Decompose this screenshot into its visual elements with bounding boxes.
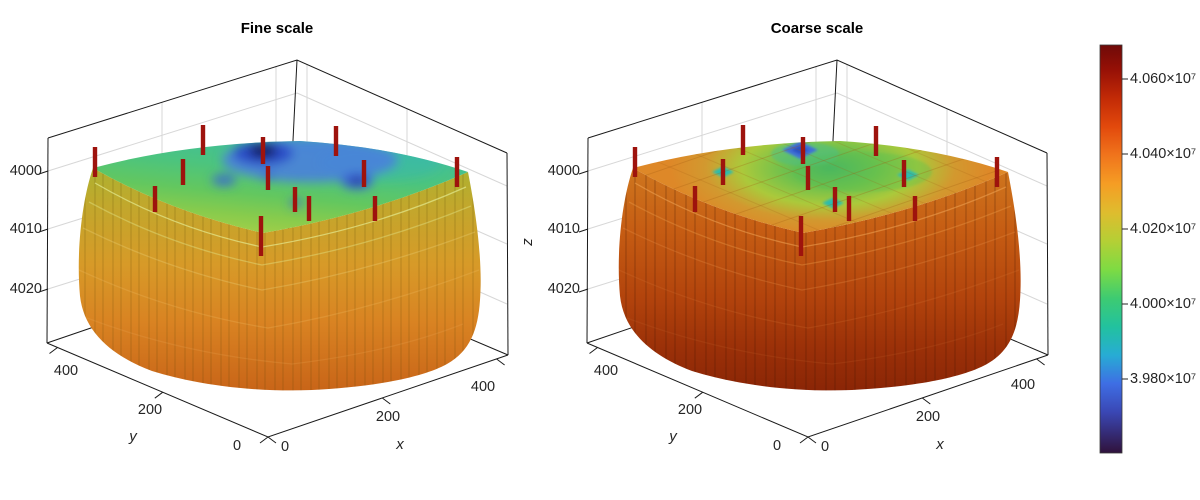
colorbar-ticks bbox=[1122, 78, 1128, 380]
coarse-plot bbox=[578, 59, 1049, 444]
colorbar bbox=[1099, 44, 1128, 454]
fine-z-ticks bbox=[38, 170, 49, 293]
coarse-ytick-400: 400 bbox=[593, 363, 619, 379]
fine-ztick-4010: 4010 bbox=[9, 221, 42, 237]
fine-xtick-200: 200 bbox=[375, 409, 401, 425]
well-marker bbox=[180, 159, 186, 185]
fine-title: Fine scale bbox=[240, 20, 314, 37]
fine-ztick-4000: 4000 bbox=[9, 163, 42, 179]
coarse-ytick-200: 200 bbox=[677, 402, 703, 418]
fine-xtick-400: 400 bbox=[470, 379, 496, 395]
fine-well-markers bbox=[92, 125, 460, 256]
coarse-x-ticks bbox=[807, 358, 1045, 444]
fine-x-ticks bbox=[267, 358, 505, 444]
colorbar-tick-4020: 4.020×10⁷ bbox=[1130, 221, 1197, 237]
well-marker bbox=[994, 157, 1000, 187]
fine-ytick-400: 400 bbox=[53, 363, 79, 379]
coarse-xtick-200: 200 bbox=[915, 409, 941, 425]
well-marker bbox=[92, 147, 98, 177]
well-marker bbox=[901, 160, 907, 187]
colorbar-tick-4060: 4.060×10⁷ bbox=[1130, 71, 1197, 87]
coarse-model bbox=[618, 125, 1021, 391]
coarse-x-axis-label: x bbox=[936, 436, 944, 453]
well-marker bbox=[720, 159, 726, 185]
coarse-ztick-4000: 4000 bbox=[547, 163, 580, 179]
well-marker bbox=[912, 196, 918, 221]
well-marker bbox=[873, 126, 879, 156]
coarse-ytick-0: 0 bbox=[772, 438, 782, 454]
well-marker bbox=[798, 216, 804, 256]
well-marker bbox=[292, 187, 298, 212]
fine-xtick-0: 0 bbox=[280, 439, 290, 455]
fine-axis-box-front bbox=[38, 170, 509, 444]
well-marker bbox=[333, 126, 339, 156]
fine-ytick-0: 0 bbox=[232, 438, 242, 454]
well-marker bbox=[306, 196, 312, 221]
coarse-block-grid-b bbox=[633, 141, 1008, 233]
well-marker bbox=[846, 196, 852, 221]
colorbar-tick-4000: 4.000×10⁷ bbox=[1130, 296, 1197, 312]
coarse-ztick-4020: 4020 bbox=[547, 281, 580, 297]
well-marker bbox=[372, 196, 378, 221]
well-marker bbox=[200, 125, 206, 155]
well-marker bbox=[454, 157, 460, 187]
well-marker bbox=[832, 187, 838, 212]
well-marker bbox=[692, 186, 698, 212]
coarse-y-axis-label: y bbox=[669, 428, 677, 445]
fine-model bbox=[78, 125, 481, 391]
coarse-well-markers bbox=[632, 125, 1000, 256]
fine-ytick-200: 200 bbox=[137, 402, 163, 418]
colorbar-tick-3980: 3.980×10⁷ bbox=[1130, 371, 1197, 387]
coarse-y-ticks bbox=[589, 347, 809, 444]
fine-x-axis-label: x bbox=[396, 436, 404, 453]
well-marker bbox=[260, 137, 266, 164]
colorbar-gradient bbox=[1099, 44, 1123, 454]
fine-y-axis-label: y bbox=[129, 428, 137, 445]
colorbar-tick-4040: 4.040×10⁷ bbox=[1130, 146, 1197, 162]
well-marker bbox=[265, 166, 271, 190]
coarse-z-axis-label: z bbox=[518, 238, 536, 246]
well-marker bbox=[800, 137, 806, 164]
coarse-xtick-400: 400 bbox=[1010, 377, 1036, 393]
coarse-ztick-4010: 4010 bbox=[547, 221, 580, 237]
well-marker bbox=[632, 147, 638, 177]
well-marker bbox=[152, 186, 158, 212]
coarse-axis-box-front bbox=[578, 170, 1049, 444]
well-marker bbox=[805, 166, 811, 190]
fine-plot bbox=[38, 59, 509, 444]
coarse-xtick-0: 0 bbox=[820, 439, 830, 455]
fine-y-ticks bbox=[49, 347, 269, 444]
well-marker bbox=[361, 160, 367, 187]
fine-ztick-4020: 4020 bbox=[9, 281, 42, 297]
well-marker bbox=[258, 216, 264, 256]
coarse-z-ticks bbox=[578, 170, 589, 293]
well-marker bbox=[740, 125, 746, 155]
coarse-title: Coarse scale bbox=[770, 20, 864, 37]
